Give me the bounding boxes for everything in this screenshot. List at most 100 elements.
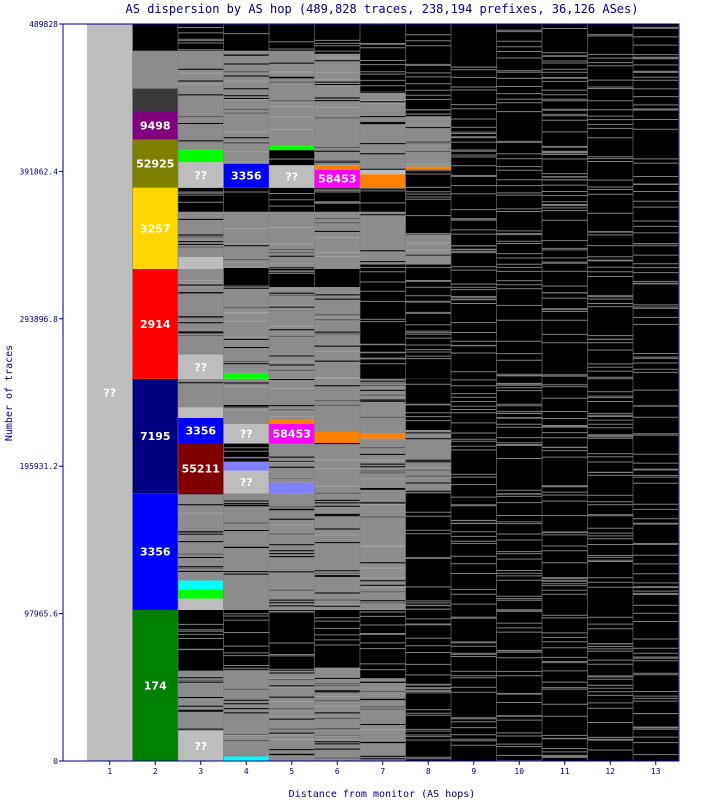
segment-hop7-2 (360, 439, 406, 610)
x-tick-label: 2 (153, 767, 158, 776)
segment-label: ?? (240, 476, 253, 489)
segment-hop3-18 (178, 150, 224, 163)
segment-hop8-9 (405, 114, 451, 167)
segment-hop3-3 (178, 598, 224, 610)
segment-hop3-1 (178, 670, 224, 731)
segment-hop3-10 (178, 378, 224, 408)
segment-hop2-1 (132, 493, 178, 610)
segment-hop5-13 (269, 150, 315, 166)
segment-hop4-11 (223, 268, 269, 288)
segment-label: 3356 (140, 546, 171, 559)
segment-hop8-5 (405, 234, 451, 265)
x-tick-label: 1 (107, 767, 112, 776)
segment-hop3-13 (178, 268, 224, 288)
segment-hop4-10 (223, 287, 269, 373)
segment-hop6-2 (314, 493, 360, 610)
segment-hop3-21 (178, 24, 224, 51)
segment-hop5-2 (269, 493, 315, 610)
segment-label: 58453 (273, 428, 311, 441)
y-axis-label: Number of traces (4, 345, 15, 441)
segment-hop3-17 (178, 162, 224, 188)
segment-hop6-0 (314, 667, 360, 761)
segment-label: 55211 (182, 462, 220, 475)
segment-label: ?? (194, 740, 207, 753)
y-tick-label: 489828 (29, 20, 58, 29)
segment-label: ?? (103, 387, 116, 400)
segment-hop5-4 (269, 443, 315, 483)
segment-hop2-6 (132, 111, 178, 140)
segment-label: 58453 (318, 173, 356, 186)
segment-hop5-1 (269, 609, 315, 671)
segment-hop4-8 (223, 378, 269, 424)
segment-hop4-2 (223, 609, 269, 671)
segment-label: 174 (144, 679, 167, 692)
x-tick-label: 7 (380, 767, 385, 776)
x-tick-label: 3 (198, 767, 203, 776)
segment-hop7-7 (360, 187, 406, 212)
x-axis-label: Distance from monitor (AS hops) (289, 789, 476, 800)
y-axis: 0 97965.6 195931.2 293896.8 391862.4 489828 (19, 20, 63, 766)
segment-label: ?? (240, 428, 253, 441)
segment-hop6-1 (314, 609, 360, 668)
segment-hop7-8 (360, 174, 406, 188)
segment-hop4-7 (223, 423, 269, 444)
y-tick-label: 195931.2 (19, 462, 58, 471)
segment-hop3-5 (178, 580, 224, 590)
segment-hop3-6 (178, 493, 224, 581)
segment-hop1-0 (87, 24, 133, 761)
segment-hop3-0 (178, 730, 224, 761)
segment-hop2-7 (132, 88, 178, 112)
x-tick-label: 4 (244, 767, 249, 776)
segment-hop3-11 (178, 354, 224, 379)
segment-hop4-0 (223, 756, 269, 761)
y-tick-label: 0 (53, 757, 58, 766)
segment-label: ?? (194, 361, 207, 374)
segment-label: 3257 (140, 222, 171, 235)
segment-label: 7195 (140, 430, 171, 443)
segment-hop3-19 (178, 88, 224, 151)
y-tick-label: 97965.6 (24, 610, 58, 619)
plot-frame (62, 23, 680, 762)
segment-hop7-4 (360, 378, 406, 433)
segment-hop2-2 (132, 378, 178, 494)
x-tick-label: 6 (335, 767, 340, 776)
segment-hop3-9 (178, 407, 224, 418)
segment-hop3-14 (178, 256, 224, 269)
segment-hop7-9 (360, 169, 406, 175)
segment-hop8-4 (405, 264, 451, 379)
segment-hop2-0 (132, 609, 178, 761)
segment-hop11-0 (542, 24, 588, 761)
segment-hop8-1 (405, 493, 451, 610)
segment-hop5-15 (269, 50, 315, 146)
x-tick-label: 9 (471, 767, 476, 776)
x-tick-label: 12 (605, 767, 615, 776)
segment-hop4-12 (223, 211, 269, 269)
y-tick-label: 293896.8 (19, 315, 58, 324)
segment-hop4-6 (223, 443, 269, 462)
segment-hop6-12 (314, 53, 360, 166)
segment-hop5-3 (269, 482, 315, 494)
segment-hop7-11 (360, 24, 406, 92)
x-tick-label: 5 (289, 767, 294, 776)
segment-hop6-10 (314, 169, 360, 188)
plot-area: ?? 174 3356 7195 2914 3257 52925 9498?? 55211 335… (63, 24, 679, 761)
segment-hop4-9 (223, 372, 269, 379)
segment-hop2-8 (132, 50, 178, 89)
x-tick-label: 10 (514, 767, 524, 776)
segment-hop7-10 (360, 91, 406, 170)
segment-hop4-14 (223, 163, 269, 188)
segment-hop4-4 (223, 470, 269, 494)
x-tick-label: 13 (651, 767, 661, 776)
segment-label: 9498 (140, 119, 171, 132)
segment-hop5-12 (269, 165, 315, 188)
segment-hop5-5 (269, 423, 315, 444)
chart-title: AS dispersion by AS hop (489,828 traces,… (126, 2, 639, 16)
segment-hop8-10 (405, 24, 451, 115)
segment-hop5-8 (269, 287, 315, 379)
segment-hop5-16 (269, 24, 315, 51)
segment-label: 52925 (136, 158, 174, 171)
segment-hop6-4 (314, 431, 360, 444)
segment-hop8-7 (405, 169, 451, 188)
segment-hop6-9 (314, 187, 360, 212)
